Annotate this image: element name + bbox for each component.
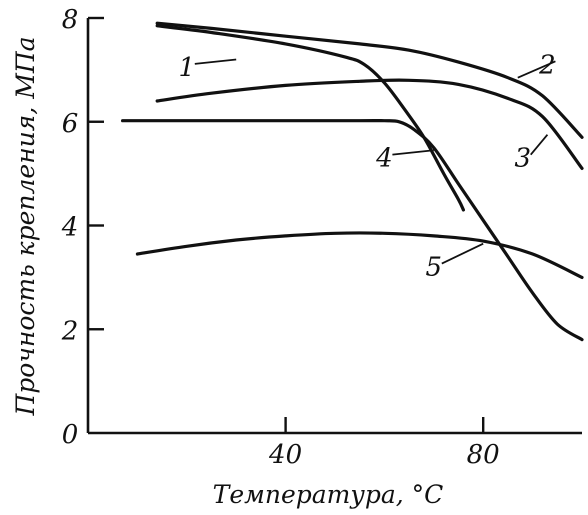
series-line-4: [121, 119, 584, 342]
curve-label-1: 1: [179, 53, 196, 83]
leader-line-3: [530, 134, 549, 156]
series-line-5: [135, 231, 584, 279]
y-axis-title: Прочность крепления, МПа: [11, 36, 40, 416]
y-tick-label-4: 4: [61, 213, 79, 243]
leader-line-4: [392, 149, 434, 156]
curve-label-5: 5: [426, 253, 443, 283]
leader-line-2: [517, 60, 556, 79]
y-ticks: 0 2 4 6 8: [61, 5, 104, 450]
x-axis-title: Температура, °С: [213, 480, 444, 509]
x-tick-label-80: 80: [467, 440, 500, 470]
series-layer: [121, 21, 584, 342]
series-line-3: [155, 78, 584, 170]
curve-label-3: 3: [514, 144, 531, 174]
leader-line-1: [194, 58, 237, 65]
curve-label-2: 2: [538, 50, 556, 80]
curve-label-4: 4: [375, 144, 393, 174]
curve-labels: 1 2 3 4 5: [179, 50, 556, 283]
series-line-2: [155, 21, 584, 139]
x-ticks: 40 80: [268, 417, 500, 470]
x-tick-label-40: 40: [268, 440, 302, 470]
y-tick-label-2: 2: [61, 316, 79, 346]
y-tick-label-6: 6: [62, 109, 79, 139]
leader-line-5: [441, 242, 484, 265]
y-tick-label-0: 0: [62, 420, 79, 450]
series-line-1: [155, 24, 465, 212]
y-tick-label-8: 8: [62, 5, 79, 35]
